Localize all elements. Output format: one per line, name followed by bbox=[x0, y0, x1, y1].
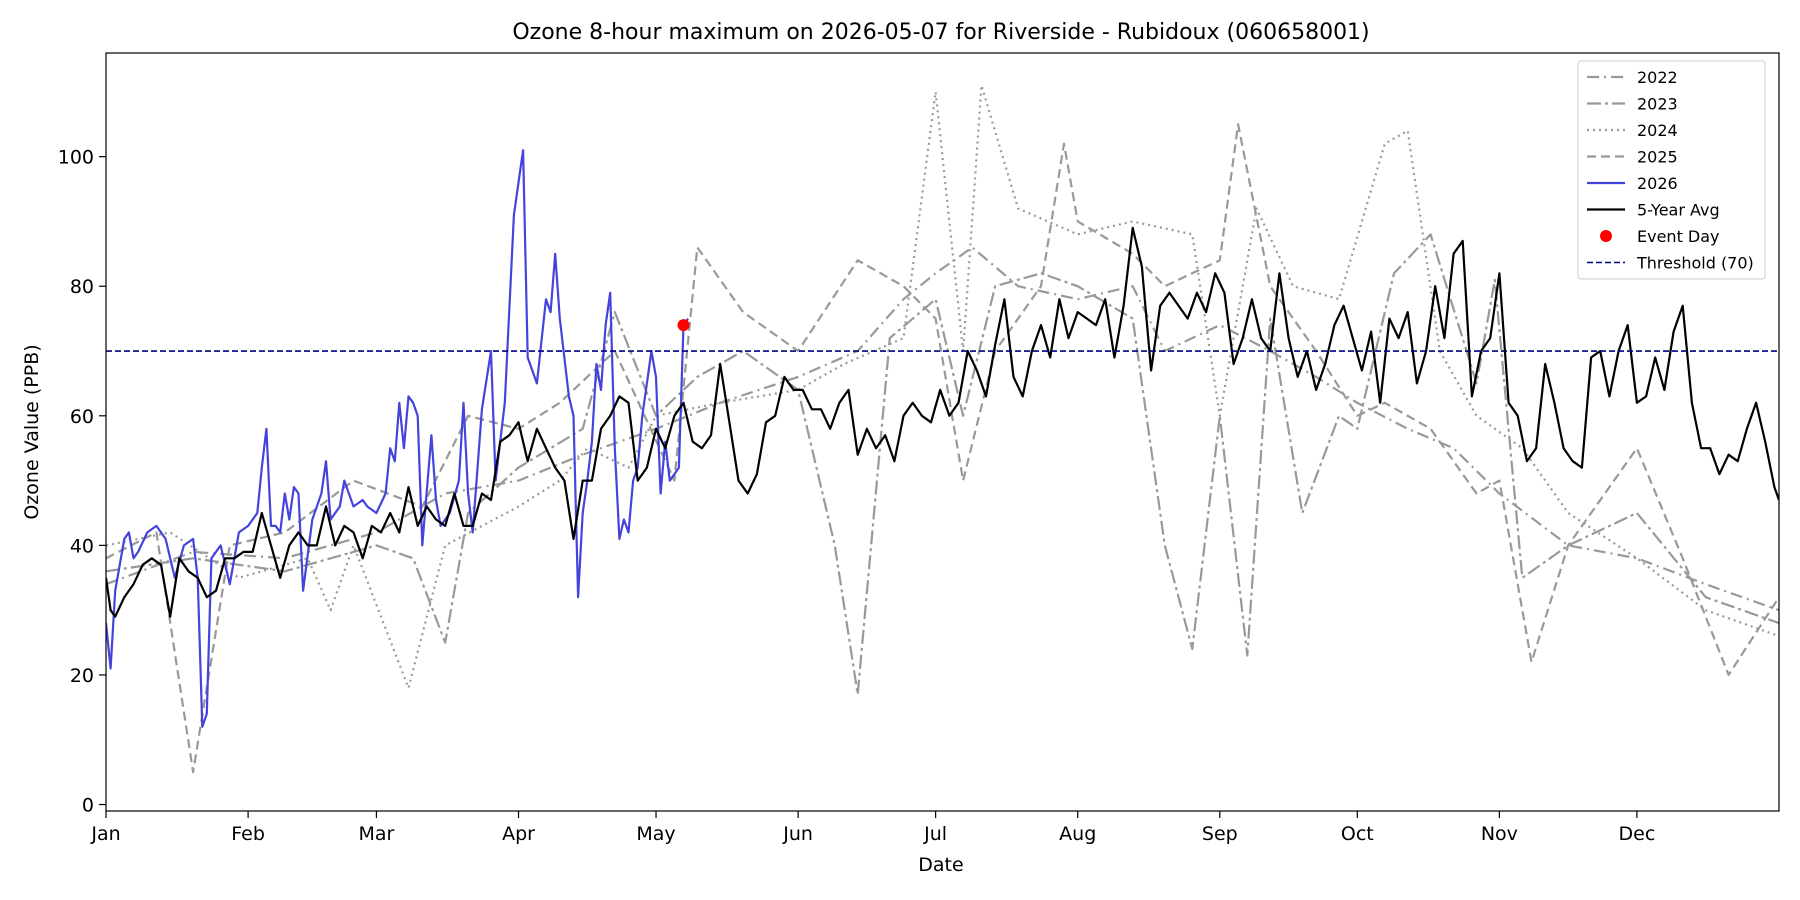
x-tick-label-feb: Feb bbox=[231, 823, 265, 845]
y-tick-label: 80 bbox=[70, 276, 94, 298]
legend-entry-2025: 2025 bbox=[1587, 148, 1678, 167]
x-axis-label: Date bbox=[918, 854, 963, 876]
x-tick-label-nov: Nov bbox=[1481, 823, 1518, 845]
series-layer bbox=[106, 84, 1779, 774]
chart-title: Ozone 8-hour maximum on 2026-05-07 for R… bbox=[512, 20, 1369, 45]
y-tick-label: 0 bbox=[82, 795, 94, 817]
series-line-2024 bbox=[106, 84, 1779, 689]
x-tick-label-dec: Dec bbox=[1619, 823, 1656, 845]
legend-label: Event Day bbox=[1637, 227, 1720, 246]
y-axis-label: Ozone Value (PPB) bbox=[21, 344, 43, 519]
x-tick-label-apr: Apr bbox=[502, 823, 535, 845]
x-tick-label-jan: Jan bbox=[90, 823, 120, 845]
legend-entry-2026: 2026 bbox=[1587, 174, 1678, 193]
y-axis: 0 20 40 60 80 100 bbox=[58, 147, 106, 817]
legend-marker-icon bbox=[1600, 230, 1612, 242]
legend: 2022 2023 2024 2025 2026 5-Year Avg Event Day T… bbox=[1577, 60, 1766, 280]
legend-entry-event-day: Event Day bbox=[1600, 227, 1720, 246]
x-tick-label-aug: Aug bbox=[1059, 823, 1096, 845]
x-tick-label-sep: Sep bbox=[1202, 823, 1238, 845]
series-line-2025 bbox=[106, 123, 1779, 774]
series-line-2023 bbox=[106, 233, 1779, 696]
y-tick-label: 20 bbox=[70, 665, 94, 687]
legend-entry-2022: 2022 bbox=[1587, 68, 1678, 87]
legend-label: 2024 bbox=[1637, 121, 1678, 140]
legend-label: 2023 bbox=[1637, 95, 1678, 114]
legend-label: 2022 bbox=[1637, 68, 1678, 87]
legend-entry-2023: 2023 bbox=[1587, 95, 1678, 114]
series-line-5-year-avg bbox=[106, 226, 1779, 618]
legend-label: 5-Year Avg bbox=[1637, 201, 1720, 220]
x-tick-label-oct: Oct bbox=[1341, 823, 1374, 845]
legend-entry-5-year-avg: 5-Year Avg bbox=[1587, 201, 1720, 220]
x-tick-label-jun: Jun bbox=[782, 823, 813, 845]
x-tick-label-mar: Mar bbox=[359, 823, 395, 845]
plot-frame bbox=[105, 52, 1780, 812]
event-day-marker bbox=[677, 319, 690, 332]
x-axis: Jan Feb Mar Apr May Jun Jul Aug Sep Oct Nov Dec bbox=[90, 811, 1655, 845]
x-tick-label-may: May bbox=[636, 823, 675, 845]
legend-label: 2025 bbox=[1637, 148, 1678, 167]
x-tick-label-jul: Jul bbox=[923, 823, 947, 845]
series-line-2026 bbox=[106, 149, 689, 728]
y-tick-label: 100 bbox=[58, 147, 94, 169]
legend-entry-threshold-70: Threshold (70) bbox=[1587, 254, 1754, 273]
y-tick-label: 40 bbox=[70, 535, 94, 557]
legend-label: Threshold (70) bbox=[1636, 254, 1754, 273]
legend-entry-2024: 2024 bbox=[1587, 121, 1678, 140]
y-tick-label: 60 bbox=[70, 406, 94, 428]
legend-label: 2026 bbox=[1637, 174, 1678, 193]
